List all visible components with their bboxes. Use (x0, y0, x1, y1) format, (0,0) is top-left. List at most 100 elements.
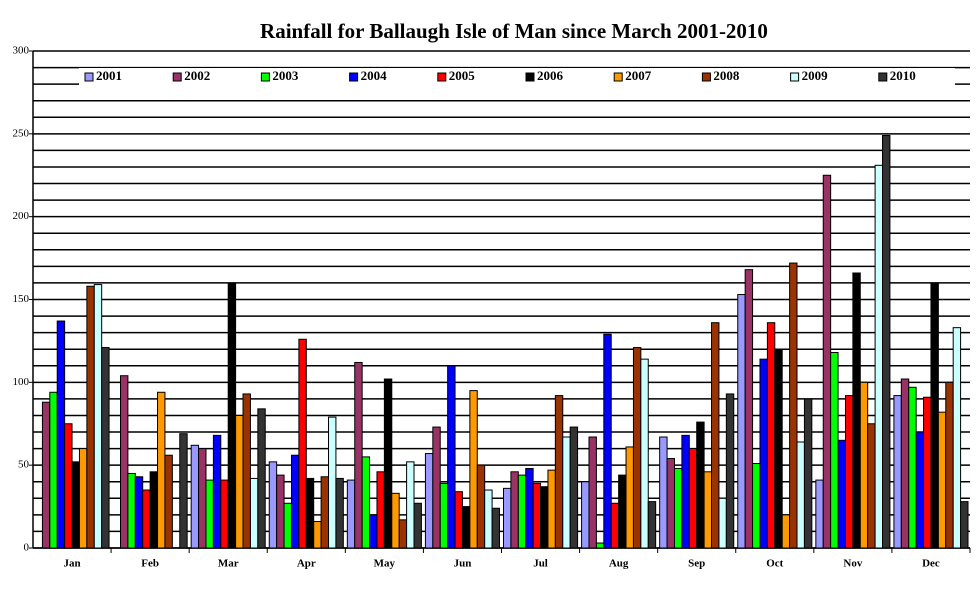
bar (517, 474, 527, 549)
bar (725, 393, 735, 549)
bar (696, 421, 705, 549)
bar (268, 461, 278, 549)
bar (603, 333, 612, 549)
legend-swatch (878, 72, 888, 82)
bar (447, 365, 456, 549)
bar (803, 398, 813, 549)
bar (569, 426, 579, 549)
bar (562, 436, 571, 549)
bar (257, 408, 266, 549)
bar (595, 542, 605, 549)
bar (923, 396, 932, 549)
bar (391, 492, 400, 549)
bar (830, 352, 839, 549)
bar (718, 497, 727, 549)
bar (766, 322, 776, 549)
bar (915, 431, 925, 549)
bar (930, 282, 939, 549)
bar (737, 294, 746, 549)
bar (179, 433, 188, 549)
legend-swatch (349, 72, 359, 82)
legend-swatch (437, 72, 447, 82)
legend-swatch (790, 72, 800, 82)
bar (398, 519, 408, 549)
y-tick-label: 0 (24, 542, 30, 554)
x-tick-label: Oct (766, 558, 783, 570)
bar (249, 477, 259, 549)
bar (874, 164, 884, 549)
bar (908, 386, 917, 549)
bar (198, 448, 207, 549)
legend-label: 2003 (272, 68, 299, 83)
bar (212, 434, 222, 549)
legend-swatch (525, 72, 535, 82)
bar (525, 467, 534, 549)
bar (937, 411, 947, 549)
bar (283, 502, 292, 549)
bar (796, 441, 805, 549)
bar (625, 446, 634, 549)
bar (867, 423, 876, 549)
bar (960, 501, 969, 549)
bar (900, 378, 910, 549)
bar (454, 491, 463, 549)
legend-swatch (260, 72, 270, 82)
bar (659, 436, 668, 549)
bar (134, 476, 144, 549)
bar (759, 358, 768, 549)
bar (774, 348, 783, 549)
bar (703, 471, 713, 549)
bar (406, 461, 415, 549)
legend-label: 2007 (625, 68, 652, 83)
bar (157, 391, 166, 549)
bar (369, 514, 378, 549)
bar (837, 439, 846, 549)
bar (305, 477, 315, 549)
bar (581, 481, 590, 549)
bar (335, 477, 344, 549)
legend-label: 2006 (537, 68, 564, 83)
bar (413, 502, 422, 549)
bar (532, 482, 542, 549)
bar (86, 285, 95, 549)
bar (320, 476, 330, 549)
bar (235, 414, 244, 549)
bar (119, 375, 129, 549)
bar (49, 391, 58, 549)
bar (328, 416, 337, 549)
bar (142, 489, 151, 549)
bar (610, 502, 620, 549)
bar (688, 448, 698, 549)
bar (127, 472, 136, 549)
bar (666, 458, 675, 549)
bar (618, 474, 627, 549)
bar (503, 487, 512, 549)
bar (298, 338, 307, 549)
bar (432, 426, 441, 549)
bar (205, 479, 214, 549)
bar (469, 390, 478, 549)
bar (647, 501, 657, 549)
x-tick-label: Jun (454, 558, 472, 570)
bar (376, 471, 385, 549)
bar (952, 327, 962, 549)
bar (424, 453, 434, 549)
bar (242, 393, 251, 549)
bar (149, 471, 159, 549)
bar (789, 262, 798, 549)
bar (41, 401, 51, 549)
y-tick-label: 50 (18, 459, 30, 471)
legend-label: 2004 (361, 68, 388, 83)
bar (893, 395, 902, 549)
chart-title: Rainfall for Ballaugh Isle of Man since … (260, 19, 768, 43)
bar (945, 381, 954, 549)
bar (220, 479, 229, 549)
x-tick-label: Apr (297, 558, 316, 570)
bar (852, 272, 861, 549)
legend-label: 2010 (890, 68, 916, 83)
bar (681, 434, 690, 549)
x-tick-label: May (374, 558, 396, 570)
bar (93, 284, 103, 549)
legend-label: 2009 (802, 68, 829, 83)
bar (673, 467, 683, 549)
